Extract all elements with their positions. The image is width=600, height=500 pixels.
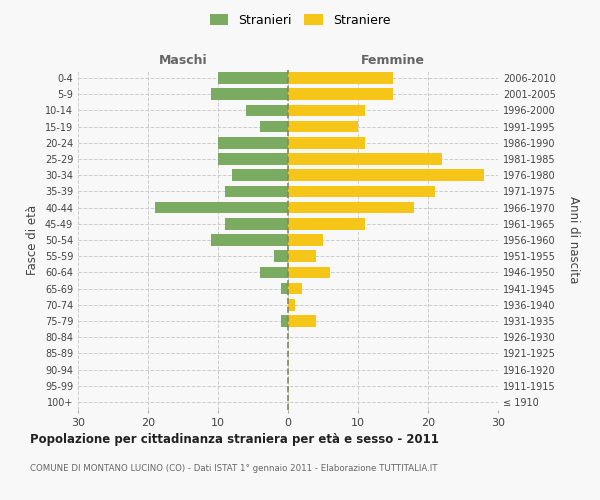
Bar: [288, 186, 435, 198]
Bar: [211, 234, 288, 246]
Bar: [288, 137, 365, 148]
Bar: [288, 121, 358, 132]
Bar: [225, 218, 288, 230]
Bar: [281, 282, 288, 294]
Legend: Stranieri, Straniere: Stranieri, Straniere: [205, 8, 395, 32]
Bar: [246, 104, 288, 117]
Bar: [288, 88, 393, 100]
Text: Maschi: Maschi: [158, 54, 208, 67]
Bar: [281, 315, 288, 327]
Bar: [288, 202, 414, 213]
Bar: [218, 153, 288, 165]
Bar: [288, 218, 365, 230]
Text: Popolazione per cittadinanza straniera per età e sesso - 2011: Popolazione per cittadinanza straniera p…: [30, 432, 439, 446]
Bar: [260, 121, 288, 132]
Bar: [225, 186, 288, 198]
Bar: [288, 104, 365, 117]
Bar: [288, 266, 330, 278]
Bar: [274, 250, 288, 262]
Bar: [288, 315, 316, 327]
Text: COMUNE DI MONTANO LUCINO (CO) - Dati ISTAT 1° gennaio 2011 - Elaborazione TUTTIT: COMUNE DI MONTANO LUCINO (CO) - Dati IST…: [30, 464, 437, 473]
Y-axis label: Fasce di età: Fasce di età: [26, 205, 39, 275]
Y-axis label: Anni di nascita: Anni di nascita: [567, 196, 580, 284]
Bar: [260, 266, 288, 278]
Bar: [211, 88, 288, 100]
Bar: [288, 153, 442, 165]
Bar: [288, 170, 484, 181]
Bar: [288, 234, 323, 246]
Bar: [288, 72, 393, 84]
Text: Femmine: Femmine: [361, 54, 425, 67]
Bar: [288, 282, 302, 294]
Bar: [288, 299, 295, 310]
Bar: [232, 170, 288, 181]
Bar: [155, 202, 288, 213]
Bar: [218, 137, 288, 148]
Bar: [288, 250, 316, 262]
Bar: [218, 72, 288, 84]
